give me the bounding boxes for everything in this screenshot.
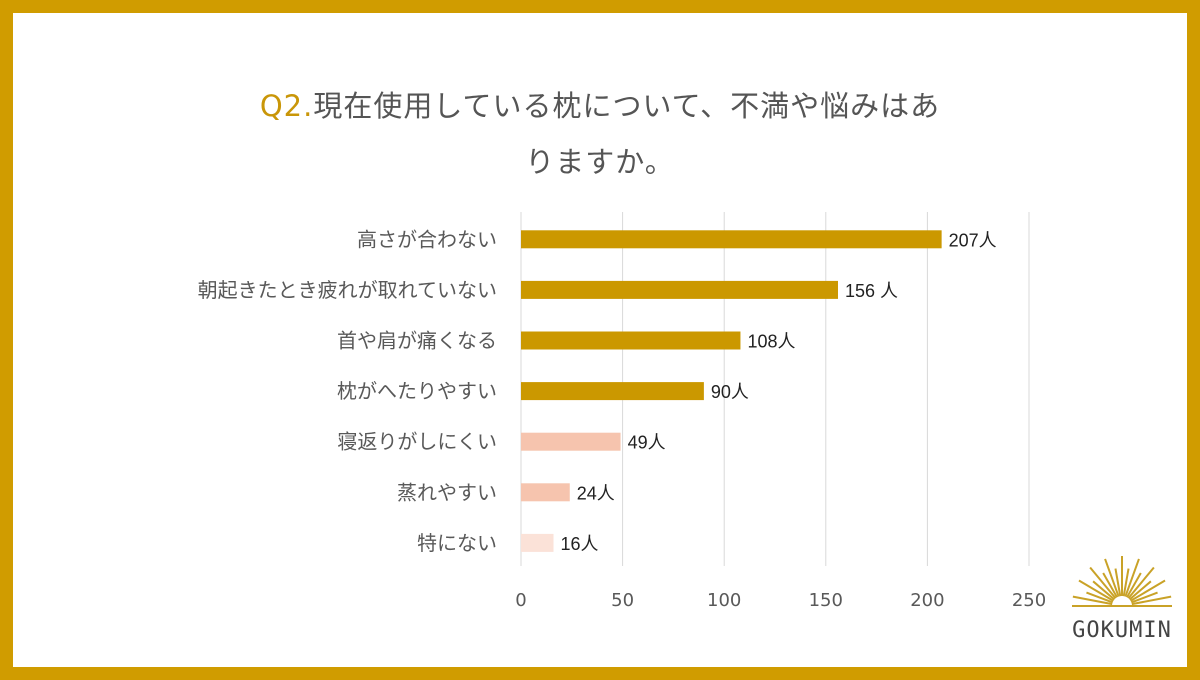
data-label: 24人 [577, 483, 615, 503]
x-tick-label: 150 [809, 590, 843, 611]
data-label: 16人 [561, 534, 599, 554]
bar [521, 230, 942, 249]
data-label: 156 人 [845, 281, 898, 301]
category-label: 特にない [417, 531, 497, 555]
x-tick-label: 200 [910, 590, 944, 611]
category-label: 枕がへたりやすい [337, 379, 497, 403]
bar [521, 483, 570, 502]
data-label: 49人 [628, 433, 666, 453]
bar [521, 432, 621, 451]
bar [521, 331, 741, 350]
logo-text: GOKUMIN [1072, 618, 1172, 643]
x-tick-label: 0 [515, 590, 526, 611]
chart-title: Q2.現在使用している枕について、不満や悩みはあ りますか。 [0, 78, 1200, 190]
data-label: 90人 [711, 382, 749, 402]
title-line-2: りますか。 [525, 145, 675, 179]
category-label: 高さが合わない [357, 227, 497, 251]
category-label: 蒸れやすい [397, 480, 497, 504]
x-tick-label: 250 [1012, 590, 1046, 611]
category-label: 寝返りがしにくい [337, 430, 497, 454]
title-line-1: 現在使用している枕について、不満や悩みはあ [313, 89, 941, 123]
category-label: 朝起きたとき疲れが取れていない [198, 278, 497, 302]
x-tick-label: 50 [611, 590, 634, 611]
category-label: 首や肩が痛くなる [337, 329, 497, 353]
bar [521, 382, 704, 401]
bar [521, 280, 838, 299]
data-label: 207人 [949, 230, 997, 250]
x-tick-label: 100 [707, 590, 741, 611]
title-prefix: Q2. [259, 89, 314, 123]
bar [521, 533, 554, 552]
sun-logo-icon [1072, 556, 1172, 607]
data-label: 108人 [747, 332, 795, 352]
